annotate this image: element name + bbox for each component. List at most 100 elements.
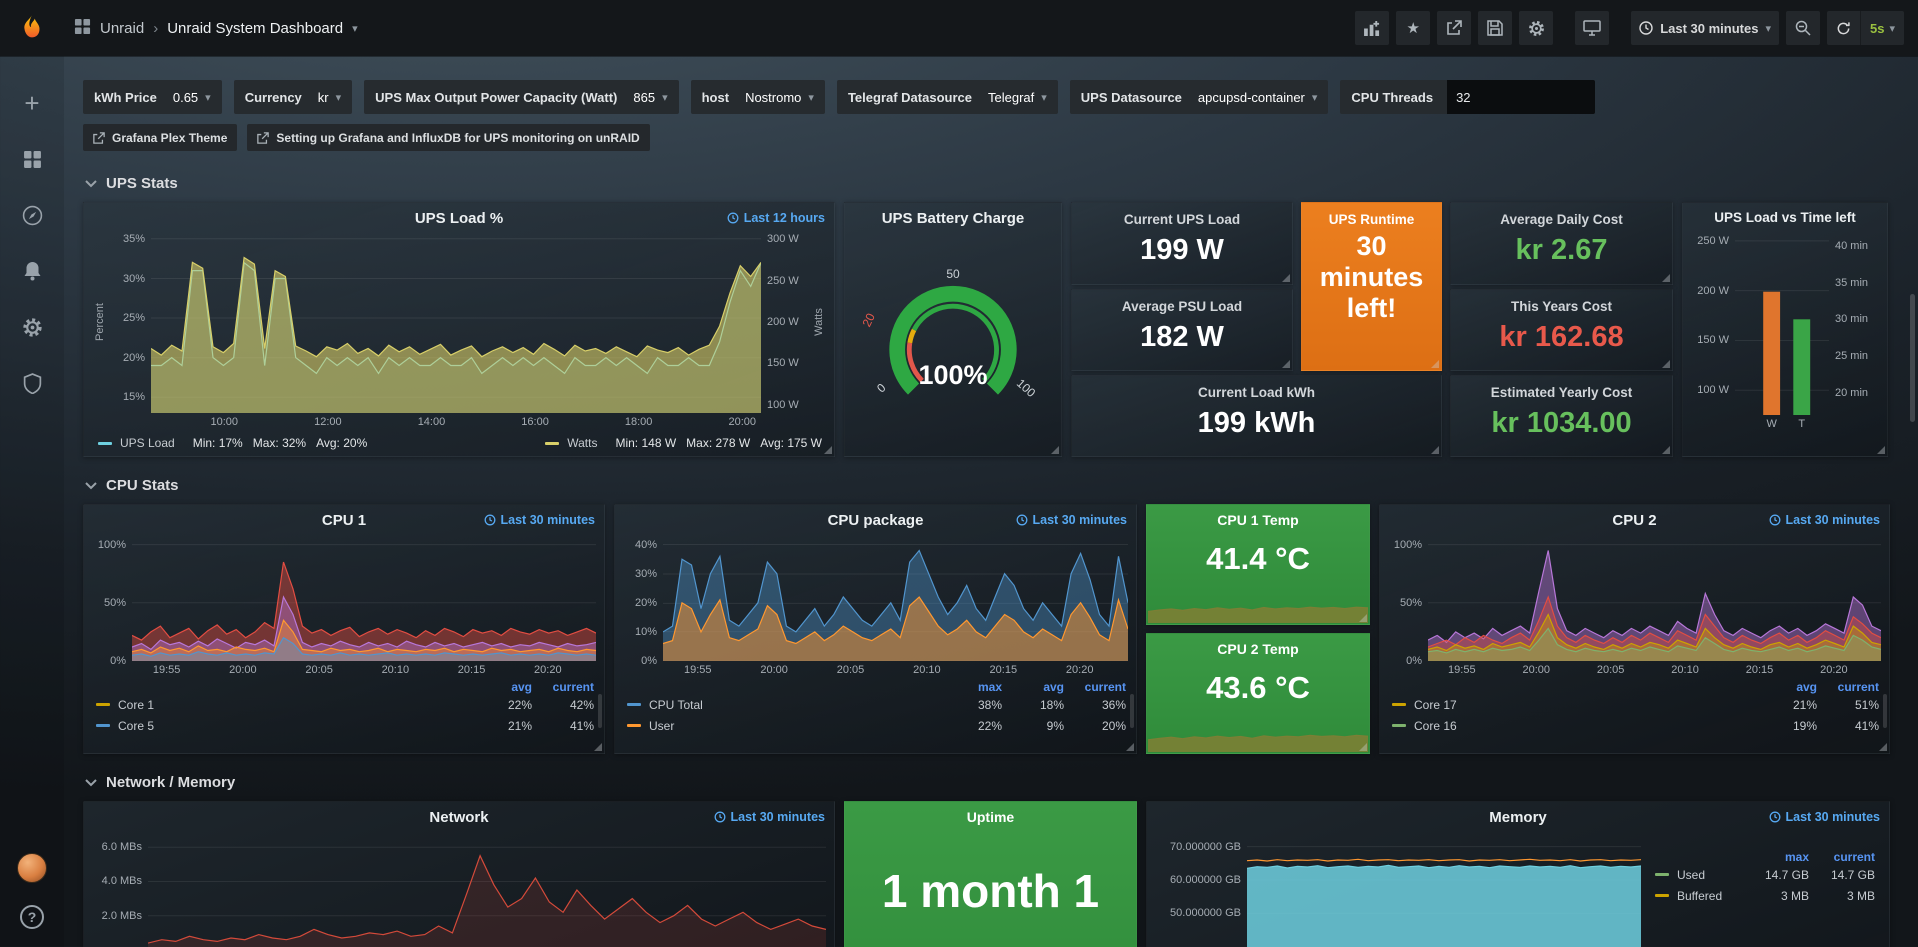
- ups-stats-panels: UPS Load % Last 12 hours Percent 35%30%2…: [83, 202, 1892, 457]
- variable-value[interactable]: Telegraf▾: [988, 90, 1047, 105]
- variable-value[interactable]: kr▾: [318, 90, 341, 105]
- stat-value: kr 2.67: [1451, 234, 1672, 267]
- legend-series-watts[interactable]: Watts Min: 148 WMax: 278 WAvg: 175 W: [545, 436, 822, 450]
- legend-color-swatch: [96, 703, 110, 706]
- legend-scrollbar[interactable]: [1130, 694, 1134, 728]
- user-avatar[interactable]: [17, 853, 47, 883]
- link-grafana-plex-theme[interactable]: Grafana Plex Theme: [83, 124, 237, 151]
- grafana-logo[interactable]: [0, 0, 64, 56]
- legend-series-ups-load[interactable]: UPS Load Min: 17%Max: 32%Avg: 20%: [98, 436, 367, 450]
- share-dashboard-button[interactable]: [1437, 11, 1471, 45]
- variable-value[interactable]: apcupsd-container▾: [1198, 90, 1318, 105]
- cpu2-temp-sparkline: [1148, 716, 1368, 752]
- cpu-package-chart[interactable]: [663, 533, 1128, 661]
- cpu-threads-input[interactable]: 32: [1447, 80, 1595, 114]
- zoom-out-time-button[interactable]: [1786, 11, 1820, 45]
- chart-legend: max avg current CPU Total 38% 18% 36% Us…: [615, 678, 1136, 736]
- stat-title: UPS Runtime: [1302, 203, 1441, 227]
- refresh-interval-dropdown[interactable]: 5s ▾: [1860, 11, 1904, 45]
- link-ups-monitoring-guide[interactable]: Setting up Grafana and InfluxDB for UPS …: [247, 124, 649, 151]
- cpu2-chart[interactable]: [1428, 533, 1881, 661]
- breadcrumb-dashboard-title[interactable]: Unraid System Dashboard: [167, 20, 343, 37]
- legend-series-buffered[interactable]: Buffered 3 MB 3 MB: [1655, 885, 1875, 906]
- help-icon[interactable]: ?: [20, 905, 44, 929]
- chevron-down-icon: ▾: [205, 91, 211, 104]
- panel-ups-runtime: UPS Runtime 30 minutes left!: [1301, 202, 1442, 371]
- time-range-picker[interactable]: Last 30 minutes ▾: [1631, 11, 1779, 45]
- legend-series-user[interactable]: User 22% 9% 20%: [627, 715, 1126, 736]
- side-menu: + ?: [0, 56, 64, 947]
- legend-scrollbar[interactable]: [1883, 694, 1887, 728]
- stat-title: Average Daily Cost: [1451, 203, 1672, 227]
- row-header-cpu-stats[interactable]: CPU Stats: [85, 477, 1892, 494]
- cycle-view-mode-button[interactable]: [1575, 11, 1609, 45]
- variable-host[interactable]: host Nostromo▾: [691, 80, 825, 114]
- network-chart[interactable]: [148, 830, 826, 947]
- variable-ups-datasource[interactable]: UPS Datasource apcupsd-container▾: [1070, 80, 1329, 114]
- variable-ups-max-output[interactable]: UPS Max Output Power Capacity (Watt) 865…: [364, 80, 678, 114]
- chart-body: 70.000000 GB60.000000 GB50.000000 GB max…: [1147, 830, 1889, 947]
- chart-body: 6.0 MBs4.0 MBs2.0 MBs: [84, 830, 834, 947]
- panel-title[interactable]: CPU 2 Temp: [1147, 634, 1369, 662]
- stat-value: 41.4 °C: [1147, 541, 1369, 577]
- legend-series-core5[interactable]: Core 5 21% 41%: [96, 715, 594, 736]
- chart-body: Percent 35%30%25%20%15% 300 W250 W200 W1…: [84, 231, 834, 413]
- panel-current-load-kwh: Current Load kWh 199 kWh: [1071, 375, 1442, 457]
- row-header-network-memory[interactable]: Network / Memory: [85, 774, 1892, 791]
- add-panel-button[interactable]: [1355, 11, 1389, 45]
- row-header-ups-stats[interactable]: UPS Stats: [85, 175, 1892, 192]
- stat-value: 1 month 1: [845, 864, 1136, 918]
- variable-value[interactable]: 865▾: [633, 90, 667, 105]
- variable-value[interactable]: 0.65▾: [173, 90, 211, 105]
- legend-series-cpu-total[interactable]: CPU Total 38% 18% 36%: [627, 694, 1126, 715]
- variable-currency[interactable]: Currency kr▾: [234, 80, 352, 114]
- legend-series-core17[interactable]: Core 17 21% 51%: [1392, 694, 1879, 715]
- breadcrumb-folder[interactable]: Unraid: [100, 20, 144, 37]
- variable-telegraf-datasource[interactable]: Telegraf Datasource Telegraf▾: [837, 80, 1058, 114]
- template-variables-row: kWh Price 0.65▾ Currency kr▾ UPS Max Out…: [83, 80, 1892, 114]
- variable-label: Currency: [245, 90, 302, 105]
- time-range-label: Last 30 minutes: [1660, 21, 1758, 36]
- save-dashboard-button[interactable]: [1478, 11, 1512, 45]
- apps-grid-icon[interactable]: [74, 18, 91, 38]
- chevron-down-icon: [85, 180, 97, 188]
- stat-title: Current UPS Load: [1072, 203, 1292, 227]
- panel-title[interactable]: UPS Battery Charge: [845, 203, 1061, 231]
- external-link-icon: [257, 132, 269, 144]
- server-admin-shield-icon[interactable]: [19, 370, 45, 396]
- configuration-gear-icon[interactable]: [19, 314, 45, 340]
- star-dashboard-button[interactable]: ★: [1396, 11, 1430, 45]
- panel-title[interactable]: UPS Load %: [84, 203, 834, 231]
- ups-bars-chart[interactable]: [1735, 231, 1829, 415]
- legend-scrollbar[interactable]: [598, 694, 602, 728]
- variable-value[interactable]: Nostromo▾: [745, 90, 814, 105]
- legend-columns: max current: [1655, 850, 1875, 864]
- memory-chart[interactable]: [1247, 830, 1641, 947]
- dashboard-settings-button[interactable]: [1519, 11, 1553, 45]
- cpu1-chart[interactable]: [132, 533, 596, 661]
- panel-title[interactable]: Uptime: [845, 802, 1136, 830]
- network-memory-panels: Network Last 30 minutes 6.0 MBs4.0 MBs2.…: [83, 801, 1892, 947]
- alerting-bell-icon[interactable]: [19, 258, 45, 284]
- variable-kwh-price[interactable]: kWh Price 0.65▾: [83, 80, 222, 114]
- x-axis: 19:5520:0020:0520:1020:1520:20: [132, 661, 594, 678]
- y-axis-title-right: Watts: [811, 231, 826, 413]
- stat-value: kr 1034.00: [1451, 407, 1672, 440]
- variable-label: kWh Price: [94, 90, 157, 105]
- legend-series-core16[interactable]: Core 16 19% 41%: [1392, 715, 1879, 736]
- panel-title[interactable]: CPU 1 Temp: [1147, 505, 1369, 533]
- legend-color-swatch: [98, 442, 112, 445]
- panel-title[interactable]: UPS Load vs Time left: [1683, 203, 1887, 231]
- chevron-down-icon[interactable]: ▾: [352, 22, 358, 35]
- page-scrollbar[interactable]: [1910, 294, 1915, 422]
- ups-load-chart[interactable]: [151, 231, 761, 413]
- refresh-now-button[interactable]: [1827, 11, 1860, 45]
- legend-series-used[interactable]: Used 14.7 GB 14.7 GB: [1655, 864, 1875, 885]
- explore-compass-icon[interactable]: [19, 202, 45, 228]
- panel-ups-battery-charge: UPS Battery Charge 0 20 50 100 100%: [844, 202, 1062, 457]
- legend-series-core1[interactable]: Core 1 22% 42%: [96, 694, 594, 715]
- create-new-icon[interactable]: +: [19, 90, 45, 116]
- dashboards-icon[interactable]: [19, 146, 45, 172]
- dashboard-links-row: Grafana Plex Theme Setting up Grafana an…: [83, 124, 1892, 151]
- battery-gauge[interactable]: 0 20 50 100 100%: [868, 255, 1038, 403]
